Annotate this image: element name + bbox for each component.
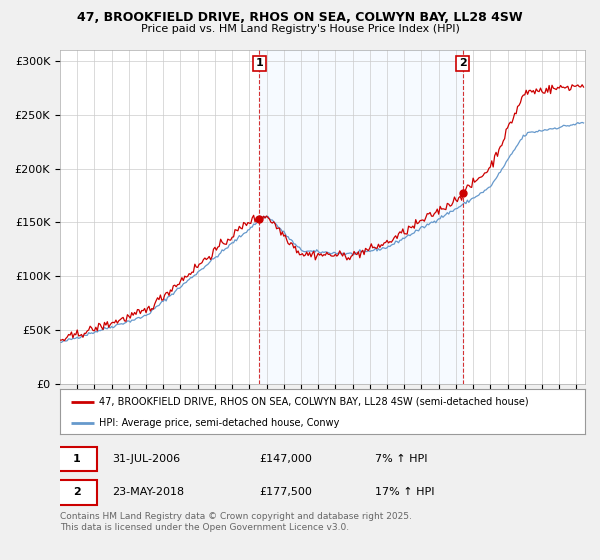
- Text: 23-MAY-2018: 23-MAY-2018: [113, 487, 185, 497]
- FancyBboxPatch shape: [58, 447, 97, 471]
- Text: Contains HM Land Registry data © Crown copyright and database right 2025.
This d: Contains HM Land Registry data © Crown c…: [60, 512, 412, 532]
- Text: 17% ↑ HPI: 17% ↑ HPI: [375, 487, 434, 497]
- Text: £147,000: £147,000: [260, 454, 313, 464]
- Text: Price paid vs. HM Land Registry's House Price Index (HPI): Price paid vs. HM Land Registry's House …: [140, 24, 460, 34]
- Bar: [259, 50, 463, 384]
- Text: 47, BROOKFIELD DRIVE, RHOS ON SEA, COLWYN BAY, LL28 4SW (semi-detached house): 47, BROOKFIELD DRIVE, RHOS ON SEA, COLWY…: [100, 396, 529, 407]
- FancyBboxPatch shape: [58, 480, 97, 505]
- Text: 31-JUL-2006: 31-JUL-2006: [113, 454, 181, 464]
- Text: 2: 2: [73, 487, 81, 497]
- Text: 7% ↑ HPI: 7% ↑ HPI: [375, 454, 427, 464]
- Text: 1: 1: [73, 454, 81, 464]
- Text: HPI: Average price, semi-detached house, Conwy: HPI: Average price, semi-detached house,…: [100, 418, 340, 428]
- Text: 1: 1: [256, 58, 263, 68]
- Text: 47, BROOKFIELD DRIVE, RHOS ON SEA, COLWYN BAY, LL28 4SW: 47, BROOKFIELD DRIVE, RHOS ON SEA, COLWY…: [77, 11, 523, 24]
- Text: 2: 2: [459, 58, 466, 68]
- Text: £177,500: £177,500: [260, 487, 313, 497]
